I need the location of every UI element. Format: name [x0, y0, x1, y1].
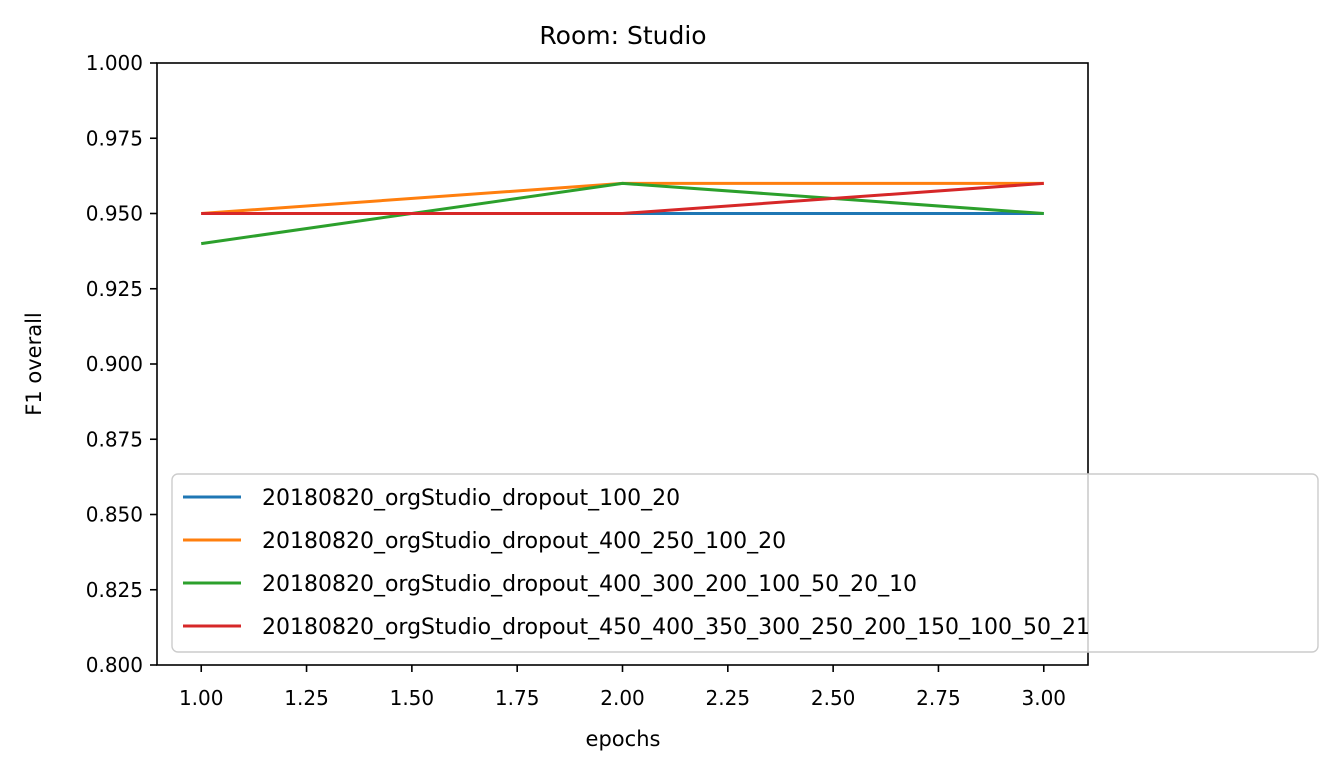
x-tick-label: 3.00 [1022, 686, 1067, 710]
chart-title: Room: Studio [539, 21, 706, 50]
y-tick-label: 0.825 [86, 578, 143, 602]
legend-label-3: 20180820_orgStudio_dropout_400_300_200_1… [262, 572, 917, 597]
y-tick-label: 0.850 [86, 503, 143, 527]
x-tick-label: 1.50 [390, 686, 435, 710]
y-tick-label: 0.875 [86, 427, 143, 451]
legend-label-2: 20180820_orgStudio_dropout_400_250_100_2… [262, 529, 786, 554]
x-tick-label: 2.50 [811, 686, 856, 710]
y-tick-label: 0.950 [86, 202, 143, 226]
x-tick-label: 2.00 [600, 686, 645, 710]
x-axis: 1.00 1.25 1.50 1.75 2.00 2.25 2.50 2.75 3.00 [179, 665, 1066, 710]
y-tick-label: 0.900 [86, 352, 143, 376]
series-line-4 [201, 181, 1044, 215]
y-tick-label: 1.000 [86, 51, 143, 75]
y-axis-label: F1 overall [22, 312, 46, 415]
y-tick-label: 0.925 [86, 277, 143, 301]
legend: 20180820_orgStudio_dropout_100_20 2018082… [171, 473, 1319, 653]
y-tick-label: 0.975 [86, 126, 143, 150]
x-tick-label: 1.75 [495, 686, 540, 710]
legend-frame [171, 473, 1319, 653]
x-axis-label: epochs [586, 727, 661, 751]
y-tick-label: 0.800 [86, 653, 143, 677]
legend-label-4: 20180820_orgStudio_dropout_450_400_350_3… [262, 615, 1090, 640]
series-layer [200, 181, 1044, 246]
x-tick-label: 2.25 [706, 686, 751, 710]
y-axis: 0.800 0.825 0.850 0.875 0.900 0.925 0.950 0.975… [86, 51, 157, 677]
x-tick-label: 1.25 [284, 686, 329, 710]
legend-label-1: 20180820_orgStudio_dropout_100_20 [262, 486, 680, 511]
x-tick-label: 1.00 [179, 686, 224, 710]
series-line-3 [200, 181, 1044, 246]
x-tick-label: 2.75 [916, 686, 961, 710]
